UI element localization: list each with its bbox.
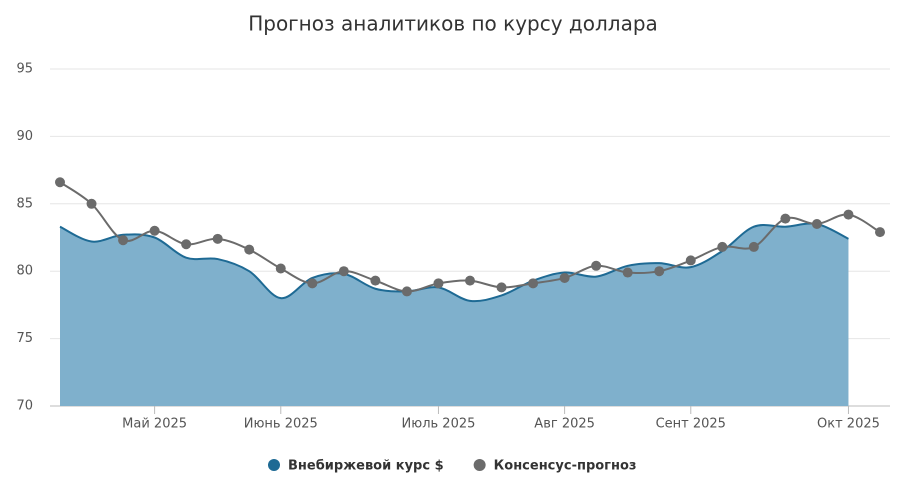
- marker: [875, 227, 885, 238]
- marker: [55, 177, 65, 188]
- x-tick-label: Авг 2025: [534, 417, 595, 432]
- x-tick-label: Сент 2025: [656, 417, 726, 432]
- marker: [433, 278, 444, 289]
- area-line: [59, 222, 849, 303]
- marker: [212, 233, 223, 244]
- marker: [559, 272, 570, 283]
- area: [60, 223, 849, 406]
- y-tick-label: 90: [16, 129, 33, 144]
- x-tick-label: Июнь 2025: [244, 417, 318, 432]
- y-tick-label: 75: [16, 331, 33, 346]
- marker: [244, 244, 255, 255]
- marker: [717, 241, 728, 252]
- chart-title: Прогноз аналитиков по курсу доллара: [248, 12, 658, 36]
- marker: [401, 286, 412, 297]
- marker: [149, 225, 160, 236]
- marker: [654, 266, 665, 277]
- marker: [86, 198, 97, 209]
- legend-label: Консенсус-прогноз: [494, 459, 637, 474]
- y-tick-label: 80: [16, 264, 33, 279]
- y-tick-label: 70: [16, 399, 33, 414]
- legend-marker: [473, 459, 486, 471]
- marker: [338, 266, 349, 277]
- marker: [275, 263, 286, 274]
- y-tick-label: 85: [16, 196, 33, 211]
- marker: [370, 275, 381, 286]
- marker: [843, 209, 854, 220]
- marker: [181, 239, 192, 250]
- marker: [496, 282, 507, 293]
- marker: [528, 278, 539, 289]
- marker: [465, 275, 475, 286]
- x-tick-label: Июль 2025: [402, 417, 476, 432]
- marker: [118, 235, 129, 246]
- x-tick-label: Май 2025: [122, 417, 187, 432]
- marker: [780, 213, 791, 224]
- marker: [748, 241, 759, 252]
- marker: [307, 278, 318, 289]
- marker: [811, 219, 822, 230]
- legend-label: Внебиржевой курс $: [288, 459, 444, 474]
- x-tick-label: Окт 2025: [817, 417, 880, 432]
- marker: [685, 255, 696, 266]
- marker: [591, 260, 602, 271]
- y-tick-label: 95: [16, 62, 33, 77]
- marker: [622, 267, 633, 278]
- legend-marker: [268, 459, 280, 471]
